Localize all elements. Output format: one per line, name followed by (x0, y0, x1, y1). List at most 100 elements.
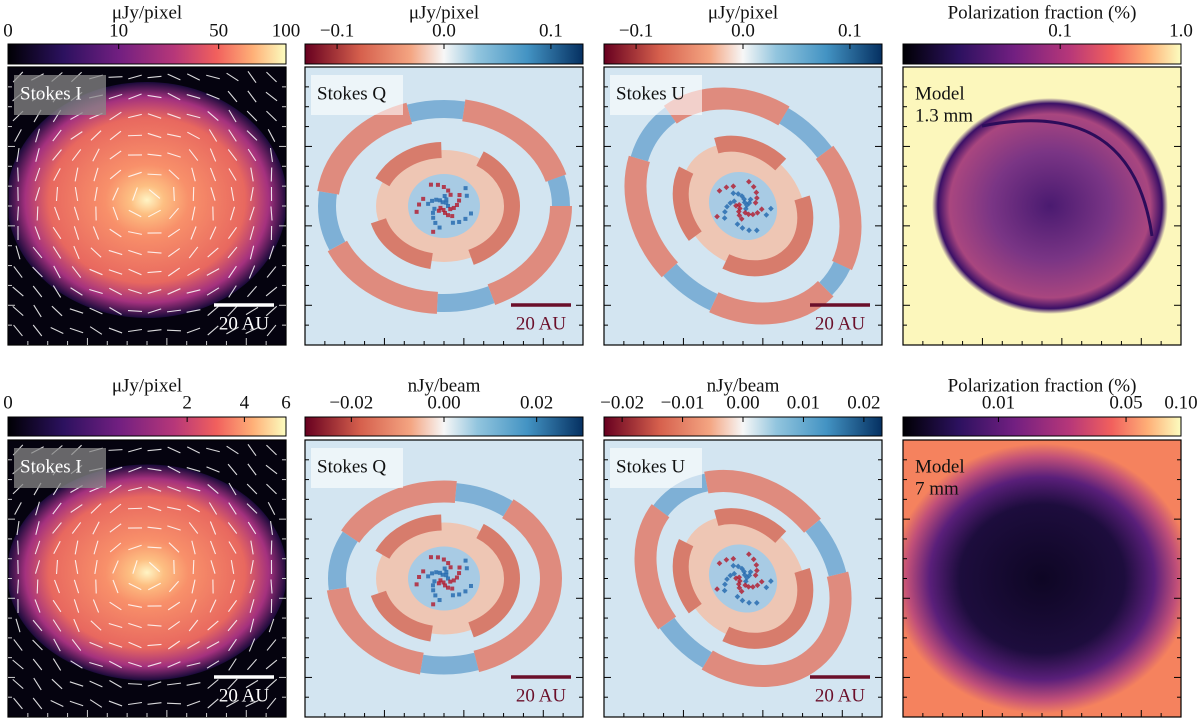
polarization-vector (174, 187, 175, 201)
panel-label: 1.3 mm (915, 105, 973, 126)
colorbar-tick-label: 0.1 (838, 20, 862, 41)
core-noise (436, 555, 440, 559)
core-noise (450, 587, 454, 591)
core-noise (457, 592, 461, 596)
polarization-vector (109, 77, 123, 78)
colorbar-tick-label: 100 (272, 20, 301, 41)
core-noise (433, 221, 437, 225)
polarization-vector (167, 703, 181, 704)
core-noise (446, 561, 450, 565)
core-noise (452, 206, 456, 210)
core-noise (431, 216, 435, 220)
core-noise (436, 183, 440, 187)
core-noise (438, 598, 442, 602)
core-noise (444, 573, 448, 577)
core-noise (465, 194, 469, 198)
core-noise (463, 589, 467, 593)
panel-label: Stokes U (616, 456, 685, 477)
colorbar-tick-label: 6 (281, 392, 291, 413)
colorbar-tick-label: −0.1 (619, 20, 653, 41)
core-noise (441, 573, 445, 577)
core-noise (415, 582, 419, 586)
core-noise (441, 580, 445, 584)
colorbar-label: μJy/pixel (112, 375, 182, 396)
colorbar-tick-label: 0 (3, 392, 13, 413)
polarization-vector (109, 450, 123, 451)
panel-label: Stokes I (20, 83, 82, 104)
colorbar-tick-label: 0.1 (539, 20, 563, 41)
core-noise (431, 583, 435, 587)
core-noise (431, 588, 435, 592)
core-noise (451, 221, 455, 225)
core-noise (434, 570, 438, 574)
panel-label: Stokes U (616, 83, 685, 104)
polarization-vector (128, 311, 142, 312)
colorbar-tick-label: 0.1 (1048, 20, 1072, 41)
core-noise (449, 565, 453, 569)
disk-polarization (932, 98, 1168, 314)
panel-label: Model (915, 456, 965, 477)
colorbar-tick-label: 0.00 (726, 392, 759, 413)
core-noise (431, 602, 435, 606)
colorbar-tick-label: 0.10 (1164, 392, 1197, 413)
colorbar-tick-label: 0.0 (432, 20, 456, 41)
core-noise (421, 197, 425, 201)
core-noise (463, 217, 467, 221)
colorbar-tick-label: 0.01 (787, 392, 820, 413)
colorbar-tick-label: 4 (240, 392, 250, 413)
scale-bar-label: 20 AU (516, 313, 566, 334)
colorbar-tick-label: 2 (182, 392, 192, 413)
core-noise (430, 571, 434, 575)
core-noise (457, 199, 461, 203)
polarization-vector (18, 580, 19, 594)
core-noise (457, 571, 461, 575)
scale-bar-label: 20 AU (219, 685, 269, 706)
core-noise (430, 199, 434, 203)
colorbar-tick-label: −0.02 (329, 392, 373, 413)
colorbar-tick-label: 0.02 (520, 392, 553, 413)
core-noise (458, 193, 462, 197)
colorbar-tick-label: −0.02 (600, 392, 644, 413)
polarization-vector (167, 330, 181, 331)
core-noise (426, 574, 430, 578)
polarization-vector (37, 207, 38, 221)
disk-emission (7, 82, 287, 318)
core-noise (469, 584, 473, 588)
panel-label: Stokes I (20, 456, 82, 477)
core-noise (417, 575, 421, 579)
core-noise (434, 198, 438, 202)
colorbar-tick-label: −0.01 (661, 392, 705, 413)
core-noise (438, 226, 442, 230)
disk-emission (7, 465, 287, 681)
core-noise (415, 210, 419, 214)
core-noise (451, 593, 455, 597)
core-noise (429, 183, 433, 187)
core-noise (432, 579, 436, 583)
core-noise (465, 566, 469, 570)
colorbar-tick-label: 50 (209, 20, 228, 41)
colorbar-tick-label: 10 (109, 20, 128, 41)
polarization-vector (128, 135, 142, 136)
panel: μJy/pixel 0 2 4 6 Stokes I 20 AU (3, 375, 291, 717)
panel-label: Model (915, 83, 965, 104)
scale-bar-label: 20 AU (815, 313, 865, 334)
panel-label: Stokes Q (317, 83, 386, 104)
scale-bar-label: 20 AU (815, 685, 865, 706)
core-noise (441, 208, 445, 212)
colorbar-label: Polarization fraction (%) (948, 375, 1137, 396)
polarization-vector (193, 560, 194, 574)
core-noise (432, 207, 436, 211)
core-noise (449, 193, 453, 197)
colorbar-tick-label: 0.05 (1109, 392, 1142, 413)
core-noise (452, 578, 456, 582)
core-noise (429, 555, 433, 559)
colorbar (8, 44, 286, 64)
core-noise (431, 230, 435, 234)
